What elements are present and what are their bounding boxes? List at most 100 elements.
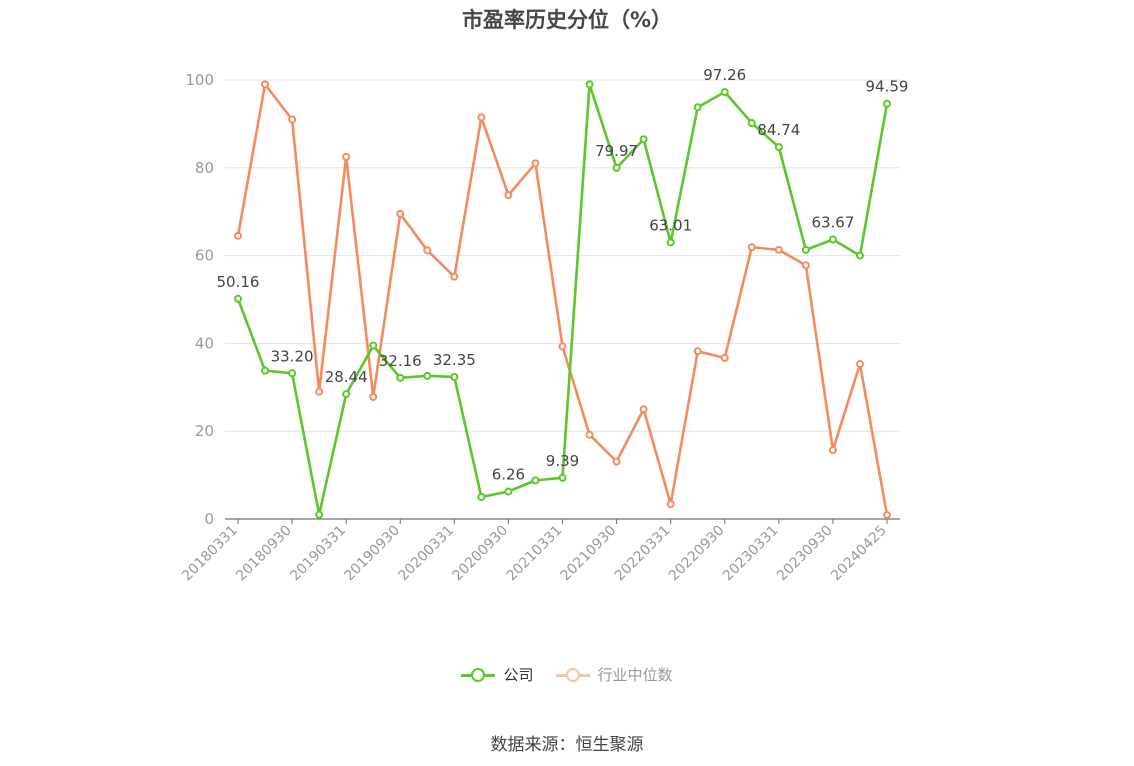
series-company bbox=[234, 80, 891, 519]
data-label: 9.39 bbox=[546, 452, 579, 470]
x-tick-label: 20230930 bbox=[774, 523, 836, 585]
data-point bbox=[639, 135, 648, 144]
x-tick-label: 20210930 bbox=[558, 523, 620, 585]
data-point bbox=[747, 243, 756, 252]
chart-title: 市盈率历史分位（%） bbox=[461, 8, 673, 32]
data-point bbox=[801, 261, 810, 270]
data-label: 32.16 bbox=[379, 352, 422, 370]
data-point bbox=[612, 457, 621, 466]
data-point bbox=[342, 390, 351, 399]
data-labels: 50.16 33.20 28.44 32.16 32.35 6.26 9.39 79.97 63… bbox=[217, 66, 909, 483]
x-tick-label: 20240425 bbox=[828, 523, 890, 585]
data-point bbox=[612, 163, 621, 172]
data-point bbox=[477, 493, 486, 502]
legend-industry-swatch bbox=[555, 667, 590, 682]
x-tick-label: 20200930 bbox=[450, 523, 512, 585]
data-point bbox=[720, 353, 729, 362]
data-point bbox=[315, 387, 324, 396]
y-tick-label: 20 bbox=[195, 422, 214, 440]
legend-company-swatch bbox=[461, 667, 496, 682]
data-point bbox=[450, 372, 459, 381]
x-tick-label: 20200331 bbox=[395, 523, 457, 585]
legend-company-label: 公司 bbox=[503, 666, 534, 684]
data-point bbox=[774, 245, 783, 254]
y-tick-label: 40 bbox=[195, 334, 214, 352]
data-point bbox=[855, 360, 864, 369]
data-label: 28.44 bbox=[325, 368, 368, 386]
data-point bbox=[828, 235, 837, 244]
data-point bbox=[801, 245, 810, 254]
data-point bbox=[369, 341, 378, 350]
data-label: 94.59 bbox=[866, 78, 909, 96]
data-point bbox=[234, 231, 242, 240]
data-label: 63.01 bbox=[649, 216, 692, 234]
y-tick-label: 100 bbox=[185, 71, 214, 89]
data-point bbox=[828, 446, 837, 455]
series-line bbox=[236, 83, 889, 516]
data-label: 33.20 bbox=[271, 347, 314, 365]
series-industry-median bbox=[234, 80, 891, 520]
data-point bbox=[396, 373, 405, 382]
x-tick-label: 20220331 bbox=[612, 523, 674, 585]
data-point bbox=[883, 99, 891, 108]
x-tick-label: 20180331 bbox=[179, 523, 241, 585]
data-point bbox=[396, 209, 405, 218]
data-label: 32.35 bbox=[433, 351, 476, 369]
data-point bbox=[720, 88, 729, 97]
legend-industry-label: 行业中位数 bbox=[597, 666, 673, 684]
x-tick-label: 20230331 bbox=[720, 523, 782, 585]
x-tick-label: 20210331 bbox=[504, 523, 566, 585]
data-point bbox=[504, 191, 513, 200]
x-tick-label: 20180930 bbox=[233, 523, 295, 585]
data-point bbox=[693, 103, 702, 112]
data-point bbox=[747, 119, 756, 128]
y-axis-labels: 0 20 40 60 80 100 bbox=[185, 71, 214, 528]
series-line bbox=[236, 83, 889, 516]
data-point bbox=[261, 366, 270, 375]
data-point bbox=[477, 113, 486, 122]
data-point bbox=[504, 487, 513, 496]
data-point bbox=[261, 80, 270, 89]
data-point bbox=[666, 500, 675, 509]
data-label: 6.26 bbox=[492, 466, 525, 484]
legend-item-industry-median[interactable]: 行业中位数 bbox=[555, 664, 673, 685]
data-point bbox=[288, 115, 297, 124]
data-point bbox=[585, 80, 594, 89]
data-point bbox=[883, 511, 891, 520]
x-tick-label: 20190331 bbox=[287, 523, 349, 585]
data-point bbox=[639, 405, 648, 414]
data-point bbox=[423, 246, 432, 255]
data-point bbox=[450, 272, 459, 281]
data-label: 79.97 bbox=[595, 142, 638, 160]
data-point bbox=[774, 142, 783, 151]
data-point bbox=[531, 159, 540, 168]
data-source: 数据来源：恒生聚源 bbox=[490, 735, 644, 755]
y-tick-label: 80 bbox=[195, 159, 214, 177]
data-point bbox=[855, 251, 864, 260]
y-tick-label: 0 bbox=[204, 510, 214, 528]
data-point bbox=[342, 152, 351, 161]
legend-item-company[interactable]: 公司 bbox=[461, 664, 534, 685]
data-label: 84.74 bbox=[757, 121, 800, 139]
data-point bbox=[288, 369, 297, 378]
data-label: 63.67 bbox=[811, 213, 854, 231]
data-point bbox=[693, 347, 702, 356]
data-point bbox=[666, 238, 675, 247]
x-tick-label: 20220930 bbox=[666, 523, 728, 585]
data-point bbox=[369, 392, 378, 401]
data-point bbox=[585, 430, 594, 439]
data-point bbox=[531, 476, 540, 485]
data-point bbox=[558, 342, 567, 351]
data-point bbox=[558, 473, 567, 482]
y-tick-label: 60 bbox=[195, 247, 214, 265]
data-point bbox=[234, 294, 242, 303]
series-layer bbox=[234, 80, 891, 520]
x-tick-label: 20190930 bbox=[341, 523, 403, 585]
data-label: 97.26 bbox=[703, 66, 746, 84]
legend: 公司 行业中位数 bbox=[0, 664, 1134, 685]
data-label: 50.16 bbox=[217, 273, 260, 291]
data-point bbox=[423, 371, 432, 380]
data-point bbox=[315, 510, 324, 519]
x-axis: 2018033120180930201903312019093020200331… bbox=[179, 518, 900, 585]
